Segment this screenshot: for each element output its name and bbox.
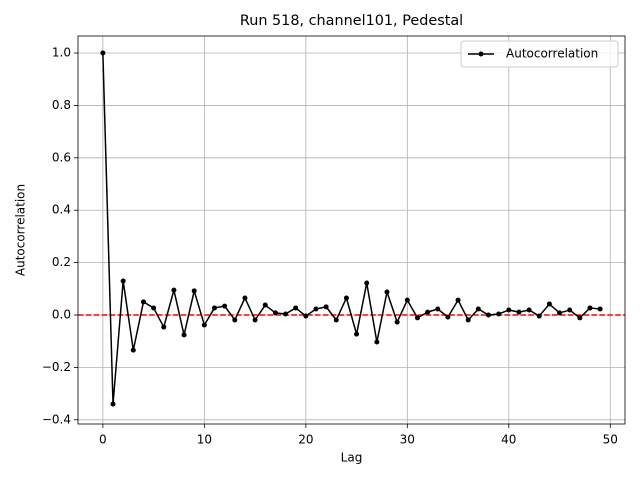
y-tick-label: −0.4: [42, 412, 71, 426]
data-point: [222, 303, 228, 309]
data-point: [404, 297, 410, 303]
data-point: [567, 307, 573, 313]
y-tick-label: 1.0: [52, 46, 71, 60]
data-point: [100, 50, 106, 56]
data-point: [191, 288, 197, 294]
y-tick-label: 0.4: [52, 203, 71, 217]
x-tick-label: 30: [400, 433, 415, 447]
data-point: [272, 310, 278, 316]
data-point: [445, 314, 451, 320]
data-point: [201, 322, 207, 328]
data-point: [232, 317, 238, 323]
data-point: [323, 304, 329, 310]
data-point: [374, 339, 380, 345]
data-point: [425, 309, 431, 315]
data-point: [262, 302, 268, 308]
x-tick-label: 0: [99, 433, 107, 447]
data-point: [414, 315, 420, 321]
legend-marker: [478, 51, 484, 57]
data-point: [211, 305, 217, 311]
y-tick-label: 0.6: [52, 150, 71, 164]
chart-title: Run 518, channel101, Pedestal: [240, 13, 463, 29]
data-point: [587, 305, 593, 311]
data-point: [151, 305, 157, 311]
data-point: [455, 297, 461, 303]
data-point: [394, 319, 400, 325]
x-tick-label: 50: [603, 433, 618, 447]
data-point: [110, 401, 116, 407]
data-point: [303, 313, 309, 319]
data-point: [130, 347, 136, 353]
data-point: [465, 317, 471, 323]
data-point: [364, 280, 370, 286]
data-point: [516, 309, 522, 315]
data-point: [577, 315, 583, 321]
x-axis-label: Lag: [341, 451, 363, 465]
data-point: [161, 324, 167, 330]
legend-box: [460, 40, 619, 68]
data-point: [536, 313, 542, 319]
y-axis-label: Autocorrelation: [14, 184, 28, 276]
data-point: [283, 311, 289, 317]
y-tick-label: 0.8: [52, 98, 71, 112]
data-point: [171, 287, 177, 293]
data-point: [557, 310, 563, 316]
data-point: [120, 278, 126, 284]
data-point: [354, 331, 360, 337]
data-point: [506, 307, 512, 313]
data-point: [343, 295, 349, 301]
y-tick-label: 0.0: [52, 308, 71, 322]
data-point: [496, 311, 502, 317]
data-point: [486, 312, 492, 318]
legend-label: Autocorrelation: [506, 47, 598, 61]
data-point: [313, 306, 319, 312]
data-point: [435, 306, 441, 312]
data-point: [475, 306, 481, 312]
axes-frame: [77, 35, 626, 425]
data-point: [181, 332, 187, 338]
data-point: [333, 317, 339, 323]
y-tick-label: 0.2: [52, 255, 71, 269]
x-tick-label: 10: [197, 433, 212, 447]
data-point: [384, 289, 390, 295]
data-point: [293, 305, 299, 311]
data-point: [252, 317, 258, 323]
x-tick-label: 40: [501, 433, 516, 447]
x-tick-label: 20: [298, 433, 313, 447]
data-point: [526, 307, 532, 313]
data-point: [242, 295, 248, 301]
data-point: [140, 299, 146, 305]
data-point: [546, 301, 552, 307]
data-point: [597, 306, 603, 312]
y-tick-label: −0.2: [42, 360, 71, 374]
